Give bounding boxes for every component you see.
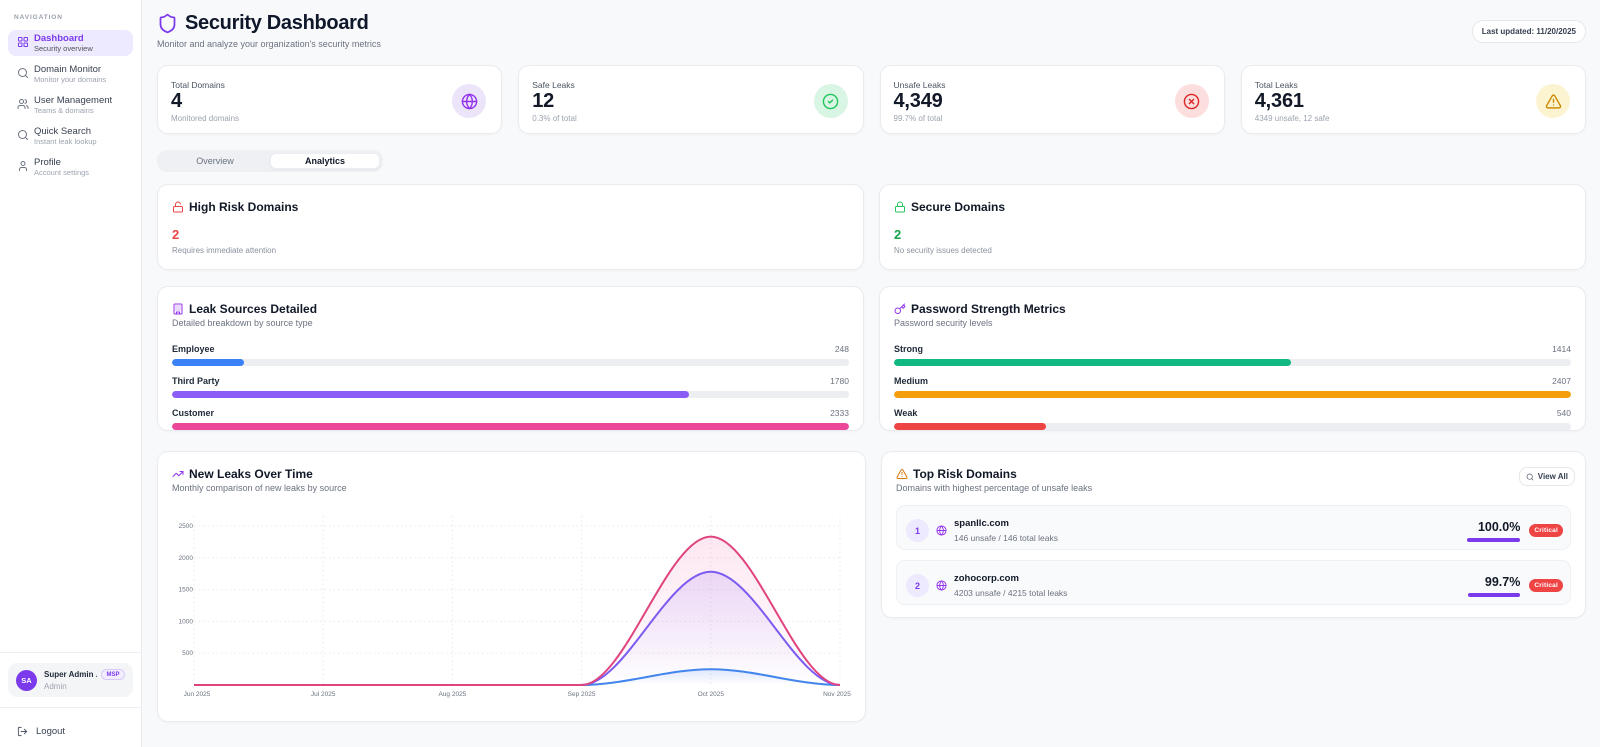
svg-text:Nov 2025: Nov 2025 — [823, 691, 851, 698]
svg-text:500: 500 — [182, 650, 193, 657]
svg-text:Oct 2025: Oct 2025 — [698, 691, 725, 698]
svg-text:1000: 1000 — [179, 618, 194, 625]
svg-text:1500: 1500 — [179, 587, 194, 594]
svg-text:Jul 2025: Jul 2025 — [311, 691, 336, 698]
svg-text:2000: 2000 — [179, 555, 194, 562]
svg-text:Aug 2025: Aug 2025 — [438, 691, 466, 698]
svg-text:Sep 2025: Sep 2025 — [568, 691, 596, 698]
svg-text:Jun 2025: Jun 2025 — [184, 691, 211, 698]
svg-text:2500: 2500 — [179, 523, 194, 530]
